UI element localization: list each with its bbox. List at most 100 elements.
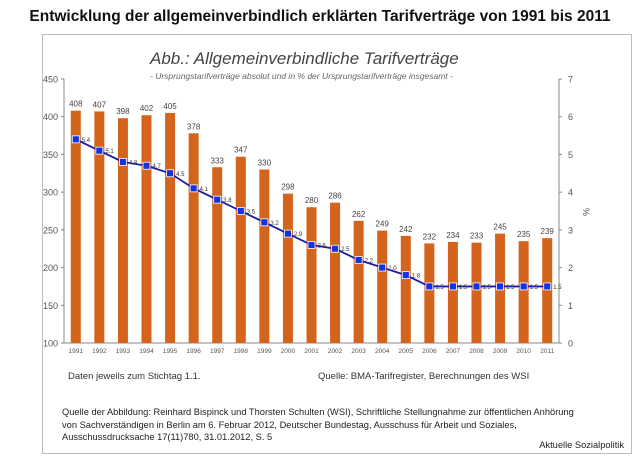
bar-value-label: 330 — [258, 159, 272, 168]
x-tick-label: 1995 — [163, 348, 178, 355]
bar-value-label: 280 — [305, 196, 319, 205]
percent-value-label: 5.1 — [105, 149, 114, 155]
x-tick-label: 1997 — [210, 348, 225, 355]
right-tick-label: 7 — [568, 75, 573, 85]
left-tick-label: 100 — [43, 339, 58, 349]
percent-marker — [425, 282, 434, 291]
percent-value-label: 2.2 — [365, 259, 374, 265]
percent-value-label: 4.8 — [129, 160, 138, 166]
bar-value-label: 378 — [187, 122, 201, 131]
x-tick-label: 1996 — [186, 348, 201, 355]
bar — [447, 241, 458, 343]
x-tick-label: 2001 — [304, 348, 319, 355]
percent-marker — [543, 282, 552, 291]
bar — [235, 156, 246, 343]
percent-marker — [378, 263, 387, 272]
x-tick-label: 2007 — [446, 348, 461, 355]
right-tick-label: 2 — [568, 263, 573, 273]
percent-marker — [189, 184, 198, 193]
x-tick-label: 1992 — [92, 348, 107, 355]
bar-value-label: 405 — [163, 102, 177, 111]
x-tick-label: 2006 — [422, 348, 437, 355]
bar-value-label: 298 — [281, 183, 295, 192]
x-tick-label: 2009 — [493, 348, 508, 355]
percent-marker — [307, 241, 316, 249]
bar — [188, 133, 199, 343]
bar — [424, 243, 435, 343]
percent-value-label: 2.5 — [341, 247, 350, 253]
x-tick-label: 2008 — [469, 348, 484, 355]
x-tick-label: 1998 — [234, 348, 249, 355]
percent-value-label: 4.7 — [153, 164, 162, 170]
bar-value-label: 407 — [93, 100, 107, 109]
bar — [330, 202, 341, 343]
right-tick-label: 0 — [568, 339, 573, 349]
brand-label: Aktuelle Sozialpolitik — [539, 440, 624, 450]
left-tick-label: 200 — [43, 263, 58, 273]
bar-value-label: 333 — [211, 156, 225, 165]
x-tick-label: 2010 — [516, 348, 531, 355]
percent-marker — [142, 161, 151, 170]
percent-marker — [401, 271, 410, 280]
percent-value-label: 2.6 — [318, 243, 327, 249]
right-tick-label: 5 — [568, 150, 573, 160]
bar-value-label: 235 — [517, 230, 531, 239]
figure-subtitle: - Ursprungstarifverträge absolut und in … — [150, 71, 453, 81]
bar — [377, 230, 388, 343]
percent-value-label: 2.0 — [388, 266, 397, 272]
percent-value-label: 1.5 — [459, 285, 468, 291]
x-tick-label: 2005 — [399, 348, 414, 355]
percent-value-label: 2.9 — [294, 232, 303, 238]
bar-value-label: 402 — [140, 104, 154, 113]
percent-marker — [166, 169, 174, 178]
right-tick-label: 4 — [568, 188, 573, 198]
percent-value-label: 3.5 — [247, 210, 256, 216]
bar-value-label: 233 — [470, 232, 484, 241]
x-tick-label: 1991 — [69, 348, 84, 355]
percent-value-label: 3.2 — [270, 221, 279, 227]
left-tick-label: 250 — [43, 225, 58, 235]
bar — [165, 112, 176, 343]
stichtag-note: Daten jeweils zum Stichtag 1.1. — [68, 371, 201, 382]
bar — [212, 167, 223, 343]
percent-marker — [472, 282, 481, 291]
percent-marker — [519, 282, 528, 291]
percent-value-label: 5.4 — [82, 138, 91, 144]
percent-marker — [95, 146, 104, 155]
source-citation: Quelle der Abbildung: Reinhard Bispinck … — [62, 407, 574, 442]
x-tick-label: 2000 — [281, 348, 296, 355]
left-tick-label: 450 — [43, 75, 58, 85]
x-tick-label: 2002 — [328, 348, 343, 355]
percent-marker — [260, 218, 269, 227]
x-tick-label: 2011 — [540, 348, 554, 355]
bar — [542, 238, 553, 343]
bar — [306, 207, 317, 343]
data-source-note: Quelle: BMA-Tarifregister, Berechnungen … — [318, 371, 530, 382]
page-title: Entwicklung der allgemeinverbindlich erk… — [29, 8, 611, 25]
bar-value-label: 347 — [234, 146, 248, 155]
percent-value-label: 1.5 — [435, 285, 444, 291]
percent-marker — [354, 256, 363, 264]
percent-marker — [449, 282, 457, 291]
bar — [259, 169, 270, 343]
right-tick-label: 6 — [568, 112, 573, 122]
x-tick-label: 1994 — [139, 348, 154, 355]
bar-value-label: 286 — [328, 192, 342, 201]
bar — [70, 110, 81, 344]
percent-value-label: 1.5 — [506, 285, 515, 291]
percent-marker — [284, 229, 292, 238]
bar-value-label: 398 — [116, 107, 130, 116]
percent-marker — [496, 282, 504, 291]
bar-value-label: 239 — [541, 227, 555, 236]
bar — [117, 118, 128, 343]
right-axis-title: % — [581, 208, 591, 216]
percent-value-label: 1.8 — [412, 274, 421, 280]
x-tick-label: 2003 — [351, 348, 366, 355]
percent-value-label: 1.5 — [530, 285, 539, 291]
percent-marker — [119, 158, 127, 166]
bar-value-label: 245 — [493, 223, 507, 232]
percent-value-label: 1.5 — [553, 285, 562, 291]
bar-value-label: 242 — [399, 225, 413, 234]
left-tick-label: 150 — [43, 301, 58, 311]
